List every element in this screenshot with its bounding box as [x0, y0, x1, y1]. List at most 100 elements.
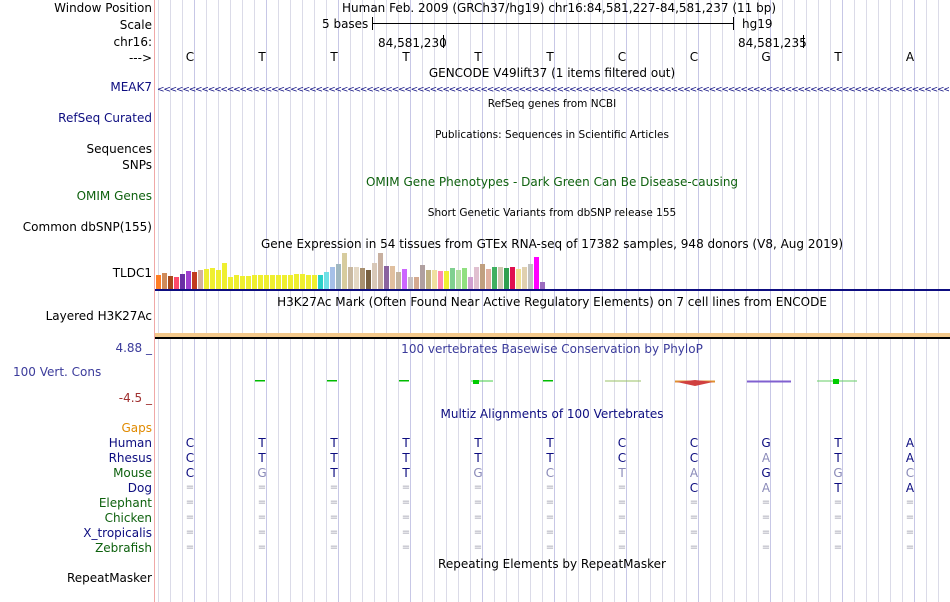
gtex-tissue-bar[interactable]	[246, 276, 251, 289]
gtex-tissue-bar[interactable]	[372, 263, 377, 289]
meak7-gene-label[interactable]: MEAK7	[110, 80, 152, 94]
gtex-tissue-bar[interactable]	[198, 270, 203, 289]
species-label[interactable]: Dog	[127, 481, 152, 495]
gtex-tissue-bar[interactable]	[498, 267, 503, 289]
alignment-base: G	[257, 466, 267, 480]
refseq-track-title[interactable]: RefSeq genes from NCBI	[487, 98, 617, 110]
gtex-tissue-bar[interactable]	[204, 269, 209, 289]
gtex-tissue-bar[interactable]	[282, 275, 287, 289]
gtex-tissue-bar[interactable]	[408, 277, 413, 289]
gtex-tissue-bar[interactable]	[516, 269, 521, 289]
gtex-tissue-bar[interactable]	[240, 276, 245, 289]
gtex-gene-label[interactable]: TLDC1	[112, 266, 152, 280]
gtex-tissue-bar[interactable]	[252, 275, 257, 289]
phylop-track-title[interactable]: 100 vertebrates Basewise Conservation by…	[401, 342, 703, 356]
phylop-conservation-plot[interactable]	[155, 372, 950, 396]
gtex-tissue-bar[interactable]	[288, 275, 293, 289]
alignment-base: =	[257, 512, 267, 523]
gtex-tissue-bar[interactable]	[402, 269, 407, 289]
gtex-tissue-bar[interactable]	[420, 265, 425, 289]
gtex-tissue-bar[interactable]	[330, 267, 335, 289]
gtex-tissue-bar[interactable]	[528, 264, 533, 289]
gtex-tissue-bar[interactable]	[354, 267, 359, 289]
gtex-tissue-bar[interactable]	[228, 277, 233, 289]
gtex-tissue-bar[interactable]	[174, 277, 179, 289]
species-label[interactable]: Chicken	[104, 511, 152, 525]
gtex-tissue-bar[interactable]	[444, 271, 449, 289]
gtex-tissue-bar[interactable]	[210, 268, 215, 289]
gtex-tissue-bar[interactable]	[324, 272, 329, 289]
gtex-tissue-bar[interactable]	[192, 272, 197, 289]
gtex-tissue-bar[interactable]	[378, 253, 383, 289]
gtex-tissue-bar[interactable]	[306, 275, 311, 289]
gtex-tissue-bar[interactable]	[414, 277, 419, 289]
gaps-label[interactable]: Gaps	[121, 421, 152, 435]
gtex-tissue-bar[interactable]	[276, 275, 281, 289]
gtex-tissue-bar[interactable]	[426, 270, 431, 289]
gtex-tissue-bar[interactable]	[270, 275, 275, 289]
omim-genes-label[interactable]: OMIM Genes	[76, 189, 152, 203]
gtex-tissue-bar[interactable]	[264, 275, 269, 289]
gtex-tissue-bar[interactable]	[336, 264, 341, 289]
publications-track-title[interactable]: Publications: Sequences in Scientific Ar…	[435, 129, 669, 141]
gencode-track-title[interactable]: GENCODE V49lift37 (1 items filtered out)	[428, 66, 676, 80]
meak7-gene-strand-arrows[interactable]: <<<<<<<<<<<<<<<<<<<<<<<<<<<<<<<<<<<<<<<<…	[157, 86, 949, 94]
repeatmasker-track-title[interactable]: Repeating Elements by RepeatMasker	[438, 557, 666, 571]
gtex-tissue-bar[interactable]	[456, 270, 461, 289]
gtex-tissue-bar[interactable]	[384, 266, 389, 289]
omim-track-title[interactable]: OMIM Gene Phenotypes - Dark Green Can Be…	[365, 175, 739, 189]
gtex-tissue-bar[interactable]	[186, 271, 191, 289]
species-label[interactable]: Rhesus	[108, 451, 152, 465]
gtex-expression-bars[interactable]	[156, 250, 545, 289]
gtex-tissue-bar[interactable]	[474, 267, 479, 289]
gtex-track-title[interactable]: Gene Expression in 54 tissues from GTEx …	[260, 237, 844, 251]
gtex-tissue-bar[interactable]	[438, 271, 443, 289]
gtex-tissue-bar[interactable]	[366, 270, 371, 289]
gtex-tissue-bar[interactable]	[492, 267, 497, 289]
gtex-tissue-bar[interactable]	[510, 267, 515, 289]
common-dbsnp-label[interactable]: Common dbSNP(155)	[22, 220, 152, 234]
gtex-tissue-bar[interactable]	[300, 274, 305, 289]
gtex-tissue-bar[interactable]	[156, 275, 161, 289]
gtex-tissue-bar[interactable]	[468, 277, 473, 289]
species-label[interactable]: Mouse	[113, 466, 152, 480]
gtex-tissue-bar[interactable]	[318, 275, 323, 289]
gtex-tissue-bar[interactable]	[222, 263, 227, 289]
h3k27ac-signal-band[interactable]	[155, 333, 950, 337]
gtex-tissue-bar[interactable]	[486, 269, 491, 289]
gtex-tissue-bar[interactable]	[462, 268, 467, 289]
multiz-track-title[interactable]: Multiz Alignments of 100 Vertebrates	[440, 407, 664, 421]
dbsnp-track-title[interactable]: Short Genetic Variants from dbSNP releas…	[427, 207, 677, 219]
gtex-tissue-bar[interactable]	[348, 267, 353, 289]
conservation-track-label[interactable]: 100 Vert. Cons	[13, 365, 102, 379]
gtex-tissue-bar[interactable]	[480, 264, 485, 289]
sequences-label[interactable]: Sequences	[86, 142, 152, 156]
gtex-tissue-bar[interactable]	[342, 253, 347, 289]
species-label[interactable]: Human	[108, 436, 152, 450]
gtex-tissue-bar[interactable]	[396, 272, 401, 289]
gtex-tissue-bar[interactable]	[540, 282, 545, 289]
gtex-tissue-bar[interactable]	[258, 275, 263, 289]
gtex-tissue-bar[interactable]	[450, 268, 455, 289]
gtex-tissue-bar[interactable]	[162, 273, 167, 289]
gtex-tissue-bar[interactable]	[522, 267, 527, 289]
gtex-tissue-bar[interactable]	[432, 270, 437, 289]
gtex-tissue-bar[interactable]	[504, 268, 509, 289]
gtex-tissue-bar[interactable]	[312, 275, 317, 289]
gtex-tissue-bar[interactable]	[216, 270, 221, 289]
gtex-tissue-bar[interactable]	[390, 266, 395, 289]
gtex-tissue-bar[interactable]	[360, 268, 365, 289]
gtex-tissue-bar[interactable]	[180, 274, 185, 289]
repeatmasker-label[interactable]: RepeatMasker	[66, 571, 152, 585]
h3k27ac-track-title[interactable]: H3K27Ac Mark (Often Found Near Active Re…	[277, 295, 827, 309]
gtex-tissue-bar[interactable]	[234, 275, 239, 289]
gtex-tissue-bar[interactable]	[534, 257, 539, 289]
snps-label[interactable]: SNPs	[122, 158, 152, 172]
species-label[interactable]: X_tropicalis	[83, 526, 152, 540]
gtex-tissue-bar[interactable]	[168, 276, 173, 289]
species-label[interactable]: Zebrafish	[95, 541, 152, 555]
gtex-tissue-bar[interactable]	[294, 274, 299, 289]
layered-h3k27ac-label[interactable]: Layered H3K27Ac	[45, 309, 152, 323]
species-label[interactable]: Elephant	[98, 496, 152, 510]
refseq-curated-label[interactable]: RefSeq Curated	[58, 111, 152, 125]
